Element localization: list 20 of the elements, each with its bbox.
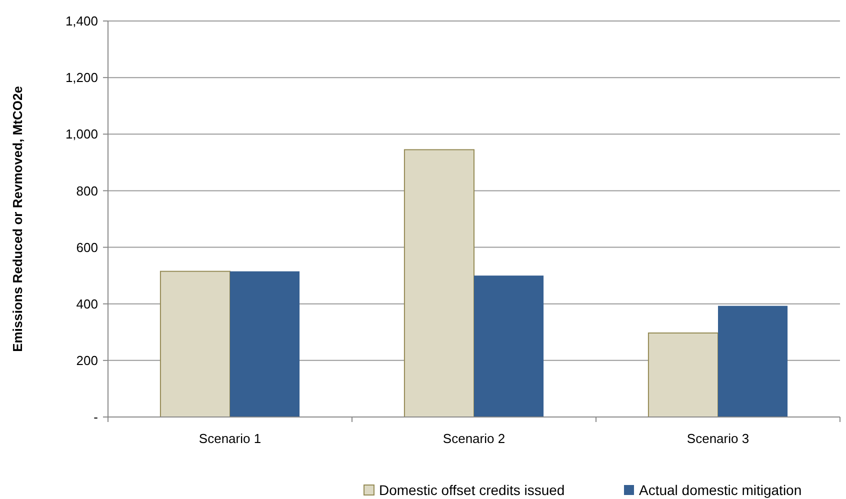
y-tick-label: 400 xyxy=(76,296,98,312)
bar xyxy=(648,332,718,418)
y-tick-label: - xyxy=(94,410,98,425)
y-axis-title: Emissions Reduced or Revmoved, MtCO2e xyxy=(10,86,25,352)
y-tick-label: 600 xyxy=(76,240,98,255)
legend-label: Actual domestic mitigation xyxy=(639,482,802,498)
y-tick-label: 200 xyxy=(76,352,98,368)
bar xyxy=(160,270,230,418)
y-tick-label: 800 xyxy=(76,183,98,198)
bar xyxy=(404,149,474,418)
bar xyxy=(718,306,788,417)
x-tick-label: Scenario 2 xyxy=(442,431,506,446)
bar xyxy=(230,271,300,417)
x-tick-label: Scenario 1 xyxy=(198,431,262,446)
y-tick-label: 1,000 xyxy=(65,126,98,142)
y-tick-label: 1,200 xyxy=(65,70,98,86)
legend-label: Domestic offset credits issued xyxy=(379,482,565,498)
bar xyxy=(474,276,544,417)
y-tick-label: 1,400 xyxy=(65,14,98,29)
x-tick-label: Scenario 3 xyxy=(686,431,750,446)
